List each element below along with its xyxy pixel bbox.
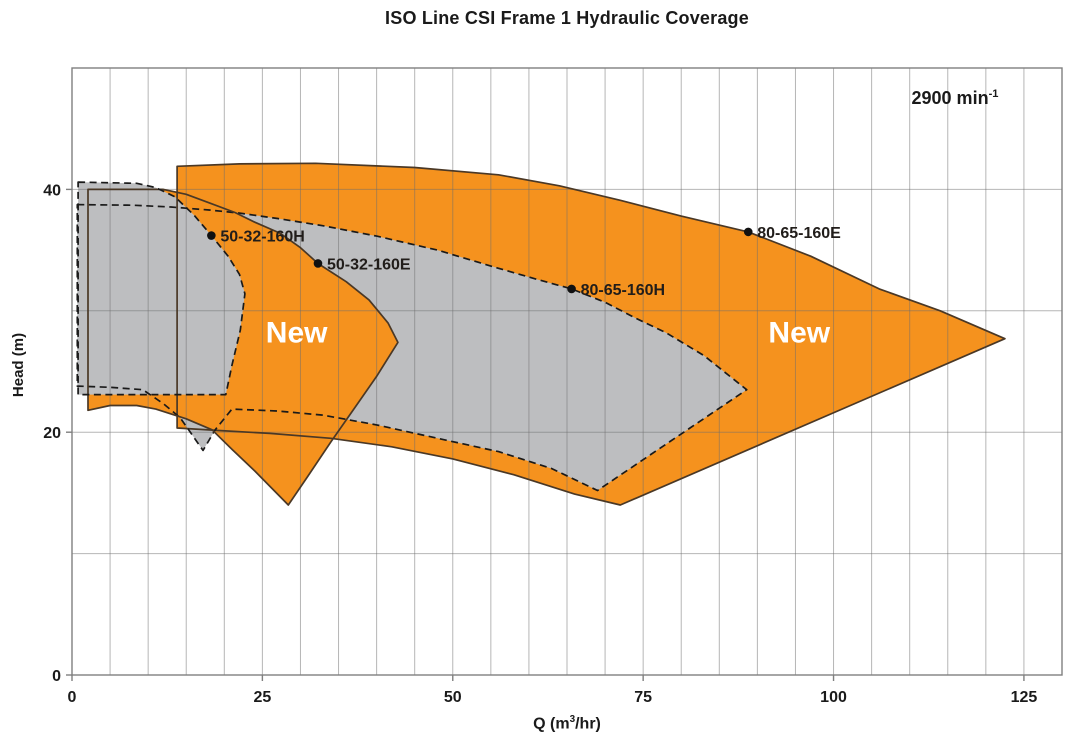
region-outline-new-80-65-160E: [176, 162, 1006, 506]
area-label-new: New: [768, 317, 830, 350]
curve-label-50-32-160H: 50-32-160H: [220, 229, 305, 246]
x-tick-label: 75: [634, 689, 652, 706]
plot-border: [71, 67, 1063, 676]
curve-marker-80-65-160H: [567, 284, 576, 294]
speed-value: 2900 min: [911, 88, 989, 108]
curve-marker-50-32-160E: [313, 259, 323, 268]
speed-exponent: -1: [988, 88, 999, 100]
y-tick-label: 0: [52, 668, 61, 685]
curve-label-80-65-160H: 80-65-160H: [581, 282, 666, 299]
curve-label-80-65-160E: 80-65-160E: [757, 225, 841, 242]
region-outline-old-80-65-160H: [76, 203, 748, 492]
x-tick-label: 25: [253, 689, 271, 706]
region-fill-old-50-32-160H: [78, 182, 245, 395]
y-tick-label: 20: [43, 425, 61, 442]
x-tick-label: 50: [444, 689, 462, 706]
speed-annotation: 2900 min-1: [880, 88, 1030, 109]
x-tick-label: 100: [820, 689, 847, 706]
x-tick-label: 0: [68, 689, 77, 706]
x-axis-title: Q (m3/hr): [533, 714, 601, 733]
curve-marker-50-32-160H: [207, 231, 216, 240]
curve-label-50-32-160E: 50-32-160E: [327, 256, 411, 273]
chart-title: ISO Line CSI Frame 1 Hydraulic Coverage: [385, 8, 749, 28]
y-axis-title: Head (m): [10, 332, 27, 398]
x-tick-label: 125: [1011, 689, 1038, 706]
region-outline-old-50-32-160H: [77, 181, 246, 396]
region-outline-new-50-32-160E: [87, 188, 399, 506]
area-label-new: New: [266, 317, 328, 350]
curve-marker-80-65-160E: [743, 227, 753, 237]
y-tick-label: 40: [43, 182, 61, 199]
